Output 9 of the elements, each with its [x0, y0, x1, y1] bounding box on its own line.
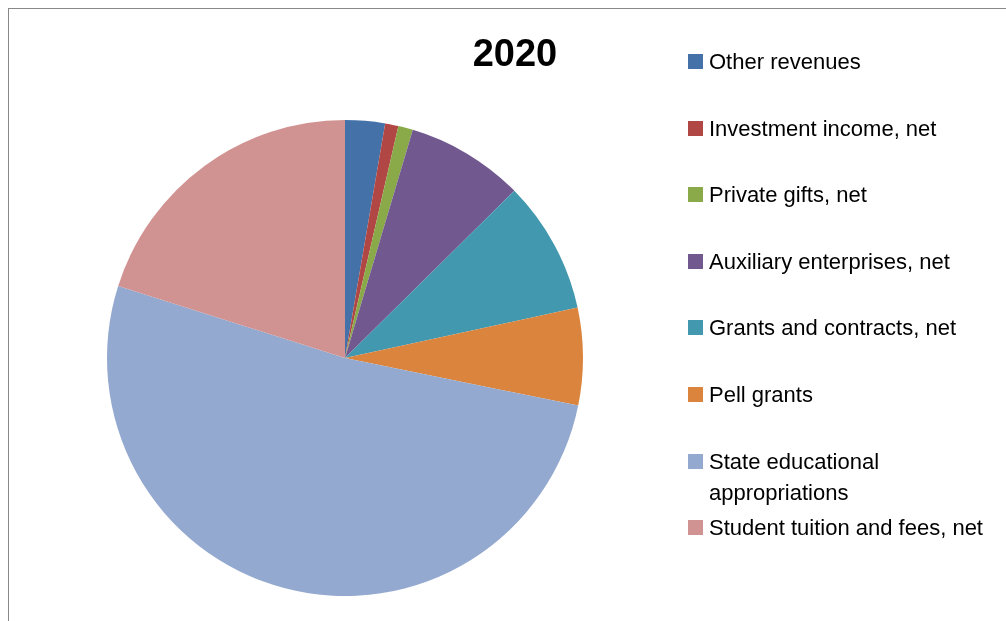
legend-label: Student tuition and fees, net [709, 514, 984, 543]
chart-title: 2020 [471, 32, 559, 75]
legend-label: Investment income, net [709, 114, 938, 143]
legend-label: Auxiliary enterprises, net [709, 247, 951, 276]
legend-label: Private gifts, net [709, 181, 868, 210]
legend-label: Grants and contracts, net [709, 314, 958, 343]
legend-label: Pell grants [709, 381, 814, 409]
legend-label: State educational appropriations [709, 447, 881, 507]
legend-label: Other revenues [709, 48, 862, 76]
